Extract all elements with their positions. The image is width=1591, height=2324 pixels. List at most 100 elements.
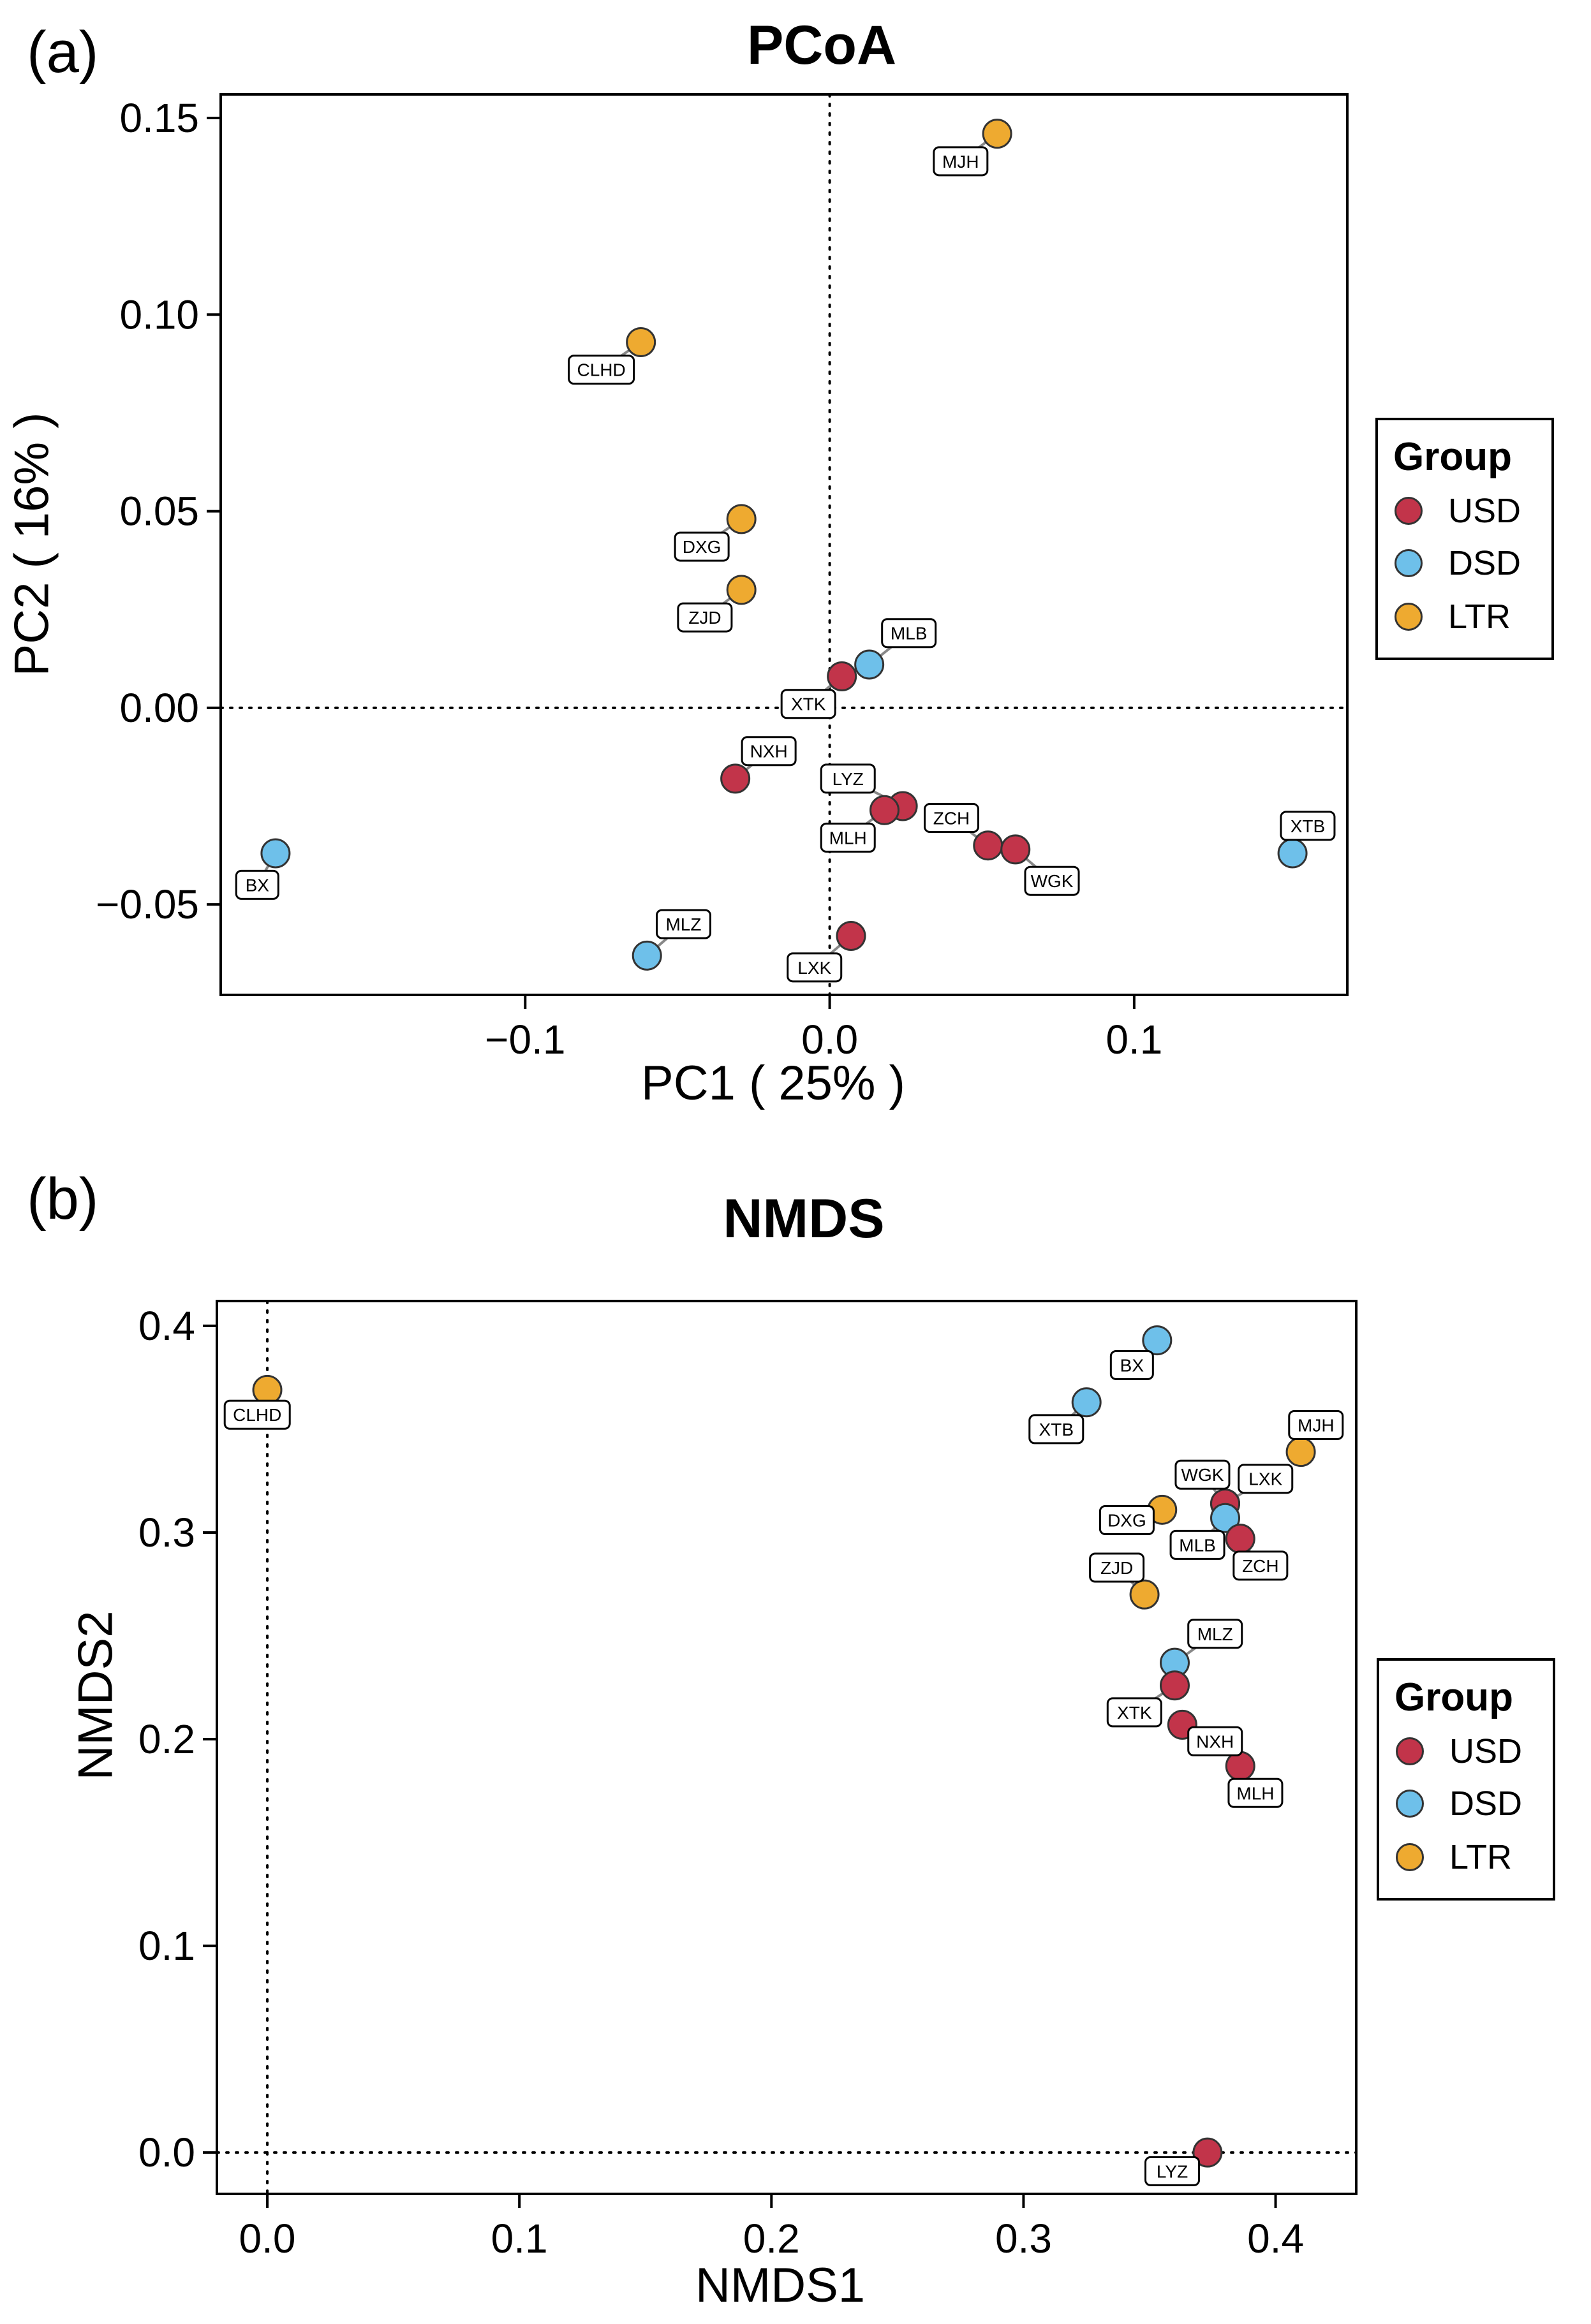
point-label-lyz: LYZ <box>820 763 876 794</box>
point-label-text: CLHD <box>233 1405 281 1425</box>
label-box <box>924 803 980 834</box>
point-label-text: WGK <box>1031 871 1074 891</box>
point-label-text: NXH <box>750 742 788 761</box>
ltr-swatch <box>1395 603 1423 631</box>
panel-label: (a) <box>27 20 99 85</box>
label-box <box>1174 1459 1231 1490</box>
data-point-zjd <box>726 575 757 605</box>
point-label-bx: BX <box>1109 1350 1154 1380</box>
point-label-text: DXG <box>1107 1511 1146 1531</box>
legend-item-dsd: DSD <box>1396 1778 1522 1829</box>
data-point-nxh <box>720 763 751 794</box>
x-tick-label: −0.1 <box>485 1017 565 1063</box>
point-label-mlb: MLB <box>881 618 937 649</box>
data-point-bx <box>260 838 291 869</box>
usd-swatch <box>1396 1737 1424 1765</box>
legend-item-ltr: LTR <box>1396 1832 1512 1883</box>
point-label-text: MJH <box>1298 1415 1335 1435</box>
point-label-lxk: LXK <box>787 952 843 983</box>
panel-label: (b) <box>27 1166 99 1232</box>
point-label-lxk: LXK <box>1238 1464 1294 1494</box>
label-box <box>1232 1550 1289 1581</box>
point-label-clhd: CLHD <box>223 1399 291 1430</box>
legend-label: USD <box>1448 492 1521 530</box>
y-tick-label: 0.1 <box>138 1923 195 1969</box>
point-label-text: ZCH <box>933 809 970 828</box>
nmds-panel: 0.0 0.1 0.2 0.3 0.4 0.0 0.1 0.2 0.3 0.4 CLHD BX XTB M… <box>0 1148 1591 2324</box>
data-point-zch <box>1225 1524 1255 1554</box>
label-box <box>568 355 635 385</box>
legend: Group USD DSD LTR <box>1377 1658 1555 1901</box>
point-label-xtb: XTB <box>1028 1414 1084 1445</box>
label-box <box>1288 1409 1344 1440</box>
point-label-mlz: MLZ <box>655 909 711 939</box>
x-tick-label: 0.0 <box>239 2216 296 2261</box>
label-box <box>933 146 989 177</box>
label-box <box>1144 2156 1201 2186</box>
y-tick-label: 0.00 <box>119 685 199 731</box>
label-box <box>780 689 836 719</box>
data-point-mlb <box>1210 1503 1241 1533</box>
y-tick-label: 0.4 <box>138 1303 195 1349</box>
point-label-text: ZJD <box>1100 1558 1133 1578</box>
point-label-mlh: MLH <box>820 822 876 853</box>
label-box <box>1238 1464 1294 1494</box>
data-point-dxg <box>726 504 757 534</box>
legend-label: DSD <box>1449 1784 1523 1823</box>
point-label-text: MLB <box>891 624 928 644</box>
point-label-text: MJH <box>942 152 979 172</box>
legend-label: LTR <box>1449 1838 1513 1876</box>
point-label-xtk: XTK <box>780 689 836 719</box>
label-box <box>1099 1505 1155 1536</box>
label-box <box>1187 1726 1243 1756</box>
label-box <box>1109 1350 1154 1380</box>
point-label-text: XTK <box>1117 1703 1152 1723</box>
point-label-mjh: MJH <box>1288 1409 1344 1440</box>
point-label-text: CLHD <box>577 360 626 380</box>
data-point-zjd <box>1129 1579 1160 1610</box>
data-point-xtb <box>1277 838 1308 869</box>
data-point-xtb <box>1071 1387 1102 1418</box>
label-box <box>677 602 733 633</box>
pcoa-panel: −0.1 0.0 0.1 −0.05 0.00 0.05 0.10 0.15 MJH CLHD DX… <box>0 0 1591 1148</box>
x-tick-label: 0.4 <box>1247 2216 1304 2261</box>
data-point-clhd <box>626 327 656 357</box>
point-label-mjh: MJH <box>933 146 989 177</box>
data-point-mjh <box>1285 1437 1316 1467</box>
point-label-mlb: MLB <box>1169 1529 1225 1560</box>
point-label-text: LYZ <box>833 769 864 789</box>
point-label-text: XTB <box>1291 816 1325 836</box>
data-point-mlb <box>854 649 885 680</box>
plot-frame <box>216 1300 1358 2195</box>
point-label-mlh: MLH <box>1227 1777 1284 1808</box>
label-box <box>1028 1414 1084 1445</box>
x-tick-label: 0.0 <box>801 1017 858 1063</box>
data-point-mlh <box>870 795 900 825</box>
data-point-xtk <box>827 661 857 692</box>
label-box <box>1227 1777 1284 1808</box>
point-label-text: WGK <box>1181 1465 1224 1485</box>
data-point-lxk <box>836 921 866 952</box>
data-point-mjh <box>982 119 1012 149</box>
point-label-text: BX <box>1120 1355 1144 1375</box>
y-axis-label: NMDS2 <box>68 1610 123 1781</box>
y-tick-label: 0.05 <box>119 489 199 534</box>
point-label-text: LXK <box>1248 1469 1282 1489</box>
point-label-dxg: DXG <box>1099 1505 1155 1536</box>
point-label-zch: ZCH <box>1232 1550 1289 1581</box>
legend-label: USD <box>1449 1732 1523 1770</box>
point-label-text: MLZ <box>1197 1624 1233 1644</box>
point-label-text: MLH <box>1236 1783 1274 1803</box>
point-label-dxg: DXG <box>674 531 730 562</box>
y-axis-label: PC2 ( 16% ) <box>4 412 59 677</box>
x-tick-label: 0.1 <box>1106 1017 1162 1063</box>
point-label-text: BX <box>246 875 270 895</box>
y-tick-label: 0.15 <box>119 95 199 141</box>
data-point-bx <box>1142 1325 1173 1356</box>
legend-item-usd: USD <box>1395 485 1521 536</box>
legend: Group USD DSD LTR <box>1375 418 1554 660</box>
point-label-text: MLZ <box>665 915 701 934</box>
y-tick-label: −0.05 <box>96 881 199 927</box>
nmds-plot: 0.0 0.1 0.2 0.3 0.4 0.0 0.1 0.2 0.3 0.4 CLHD BX XTB M… <box>138 1300 1358 2261</box>
point-label-nxh: NXH <box>1187 1726 1243 1756</box>
